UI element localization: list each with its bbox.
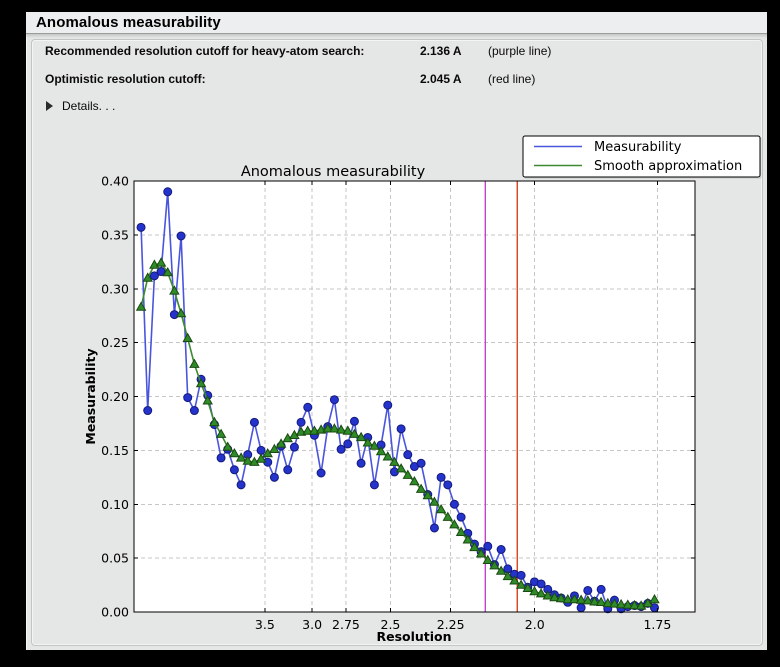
recommended-cutoff-value: 2.136 A	[420, 44, 462, 58]
optimistic-cutoff-note: (red line)	[488, 72, 536, 86]
optimistic-cutoff-value: 2.045 A	[420, 72, 462, 86]
details-label: Details. . .	[62, 99, 116, 113]
optimistic-cutoff-label: Optimistic resolution cutoff:	[45, 72, 206, 86]
section-heading-band	[26, 12, 767, 33]
recommended-cutoff-note: (purple line)	[488, 44, 552, 58]
optimistic-cutoff-row: Optimistic resolution cutoff: 2.045 A (r…	[0, 71, 780, 87]
content-box	[31, 39, 763, 646]
heading-separator	[26, 33, 767, 34]
page-title: Anomalous measurability	[36, 14, 221, 31]
details-expander[interactable]: Details. . .	[46, 98, 115, 114]
recommended-cutoff-label: Recommended resolution cutoff for heavy-…	[45, 44, 365, 58]
heading-separator-shadow	[26, 34, 767, 38]
disclosure-triangle-icon	[46, 101, 53, 111]
recommended-cutoff-row: Recommended resolution cutoff for heavy-…	[0, 43, 780, 59]
